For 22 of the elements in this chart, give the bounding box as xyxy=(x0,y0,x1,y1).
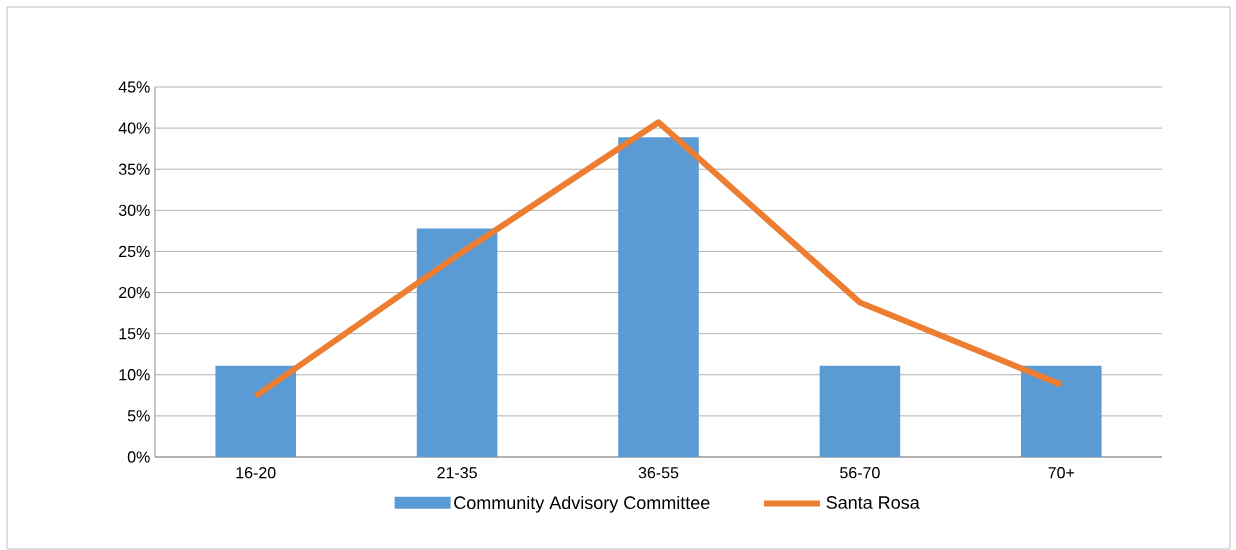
legend-label: Community Advisory Committee xyxy=(454,495,710,513)
x-tick-label: 70+ xyxy=(1048,467,1075,479)
x-tick-label: 21-35 xyxy=(437,467,477,479)
bar xyxy=(819,365,901,457)
legend-label: Santa Rosa xyxy=(826,496,920,509)
y-tick-label: 35% xyxy=(118,163,150,175)
bar xyxy=(215,365,296,457)
bar xyxy=(1021,365,1102,457)
bar xyxy=(618,137,699,457)
y-tick-label: 30% xyxy=(118,204,150,216)
y-tick-label: 10% xyxy=(119,369,150,381)
y-tick-label: 20% xyxy=(119,286,150,299)
y-tick-label: 25% xyxy=(119,245,150,258)
x-tick-label: 56-70 xyxy=(840,467,880,479)
y-tick-label: 45% xyxy=(118,81,150,93)
bar xyxy=(416,228,498,457)
y-tick-label: 5% xyxy=(127,410,150,422)
x-tick-label: 16-20 xyxy=(236,467,276,479)
y-tick-label: 15% xyxy=(119,328,150,340)
y-tick-label: 40% xyxy=(118,122,150,134)
y-tick-label: 0% xyxy=(127,451,150,463)
x-tick-label: 36-55 xyxy=(638,467,679,479)
